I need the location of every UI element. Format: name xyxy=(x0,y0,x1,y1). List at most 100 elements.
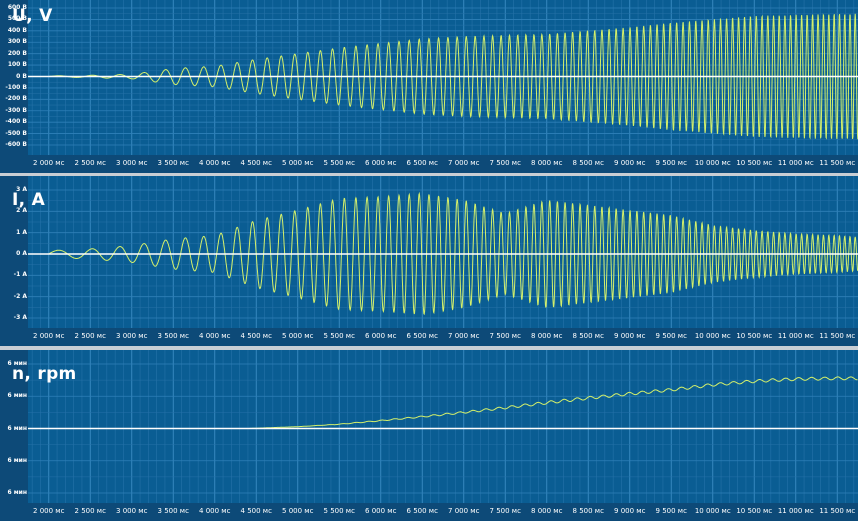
x-tick-label: 5 000 мс xyxy=(282,332,314,340)
x-tick-label: 6 500 мс xyxy=(406,332,438,340)
speed-plot-area xyxy=(28,350,858,503)
voltage-x-axis: 2 000 мс 2 500 мс 3 000 мс 3 500 мс 4 000 мс… xyxy=(0,155,858,173)
x-tick-label: 2 000 мс xyxy=(33,159,65,167)
x-tick-label: 7 500 мс xyxy=(489,332,521,340)
y-tick-label: -100 В xyxy=(5,83,27,91)
x-tick-label: 8 000 мс xyxy=(531,332,563,340)
x-tick-label: 9 500 мс xyxy=(655,332,687,340)
series-line xyxy=(48,191,858,316)
x-tick-label: 9 000 мс xyxy=(614,159,646,167)
y-tick-label: 0 В xyxy=(16,72,27,80)
x-tick-label: 7 500 мс xyxy=(489,159,521,167)
y-tick-label: -200 В xyxy=(5,95,27,103)
x-tick-label: 11 000 мс xyxy=(777,332,814,340)
y-tick-label: 6 мин xyxy=(7,392,27,400)
x-tick-label: 2 000 мс xyxy=(33,507,65,515)
x-tick-label: 3 000 мс xyxy=(116,507,148,515)
x-tick-label: 8 500 мс xyxy=(572,159,604,167)
grid-lines xyxy=(28,350,858,503)
y-tick-label: 3 A xyxy=(16,186,27,193)
series-line xyxy=(48,13,858,140)
x-tick-label: 5 000 мс xyxy=(282,507,314,515)
current-x-axis: 2 000 мс 2 500 мс 3 000 мс 3 500 мс 4 000 мс… xyxy=(0,328,858,346)
series-line xyxy=(48,376,858,429)
speed-panel: 6 мин 6 мин 6 мин 6 мин 6 мин n, rpm xyxy=(0,350,858,503)
x-tick-label: 10 000 мс xyxy=(694,332,731,340)
y-tick-label: -3 A xyxy=(13,314,27,321)
y-tick-label: 2 A xyxy=(16,207,27,215)
y-tick-label: 400 В xyxy=(7,26,27,34)
y-tick-label: 100 В xyxy=(7,61,27,69)
x-tick-label: 3 500 мс xyxy=(157,507,189,515)
x-tick-label: 11 000 мс xyxy=(777,507,814,515)
x-tick-label: 9 000 мс xyxy=(614,332,646,340)
y-tick-label: -500 В xyxy=(5,129,27,137)
x-tick-label: 3 500 мс xyxy=(157,159,189,167)
x-tick-label: 7 000 мс xyxy=(448,507,480,515)
x-tick-label: 10 000 мс xyxy=(694,507,731,515)
y-tick-label: -400 В xyxy=(5,118,27,126)
y-tick-label: 6 мин xyxy=(7,424,27,432)
x-tick-label: 5 500 мс xyxy=(323,159,355,167)
x-tick-label: 2 000 мс xyxy=(33,332,65,340)
x-tick-label: 2 500 мс xyxy=(74,159,106,167)
x-tick-label: 9 000 мс xyxy=(614,507,646,515)
x-tick-label: 5 500 мс xyxy=(323,332,355,340)
x-tick-label: 6 000 мс xyxy=(365,159,397,167)
voltage-panel: 600 В 500 В 400 В 300 В 200 В 100 В 0 В -100 В -… xyxy=(0,0,858,155)
x-tick-label: 11 500 мс xyxy=(819,332,856,340)
voltage-title: U, V xyxy=(12,6,53,26)
y-tick-label: 6 мин xyxy=(7,360,27,367)
speed-chart-svg xyxy=(28,350,858,503)
current-chart-svg xyxy=(28,176,858,328)
x-tick-label: 7 000 мс xyxy=(448,159,480,167)
x-tick-label: 8 000 мс xyxy=(531,159,563,167)
grid-lines xyxy=(28,176,858,328)
x-tick-label: 7 000 мс xyxy=(448,332,480,340)
x-tick-label: 10 500 мс xyxy=(736,159,773,167)
x-tick-label: 2 500 мс xyxy=(74,507,106,515)
voltage-chart-svg xyxy=(28,0,858,155)
speed-x-axis: 2 000 мс 2 500 мс 3 000 мс 3 500 мс 4 000 мс… xyxy=(0,503,858,521)
y-tick-label: 200 В xyxy=(7,49,27,57)
x-tick-label: 10 000 мс xyxy=(694,159,731,167)
speed-title: n, rpm xyxy=(12,364,77,384)
x-tick-label: 8 000 мс xyxy=(531,507,563,515)
y-tick-label: 300 В xyxy=(7,38,27,46)
x-tick-label: 7 500 мс xyxy=(489,507,521,515)
x-tick-label: 11 500 мс xyxy=(819,507,856,515)
y-tick-label: 6 мин xyxy=(7,489,27,496)
x-tick-label: 9 500 мс xyxy=(655,507,687,515)
y-tick-label: -300 В xyxy=(5,106,27,114)
x-tick-label: 11 500 мс xyxy=(819,159,856,167)
x-tick-label: 5 500 мс xyxy=(323,507,355,515)
x-tick-label: 6 500 мс xyxy=(406,159,438,167)
x-tick-label: 4 000 мс xyxy=(199,159,231,167)
y-tick-label: 1 A xyxy=(16,228,27,236)
x-tick-label: 9 500 мс xyxy=(655,159,687,167)
y-tick-label: 500 В xyxy=(7,15,27,23)
current-plot-area xyxy=(28,176,858,328)
x-tick-label: 4 500 мс xyxy=(240,159,272,167)
x-tick-label: 10 500 мс xyxy=(736,507,773,515)
x-tick-label: 8 500 мс xyxy=(572,332,604,340)
y-tick-label: -2 A xyxy=(13,292,27,300)
x-tick-label: 6 000 мс xyxy=(365,332,397,340)
y-tick-label: -600 В xyxy=(5,141,27,148)
grid-lines xyxy=(28,0,858,155)
x-tick-label: 6 000 мс xyxy=(365,507,397,515)
x-tick-label: 11 000 мс xyxy=(777,159,814,167)
y-tick-label: 600 В xyxy=(7,4,27,11)
current-title: I, A xyxy=(12,190,46,210)
y-tick-label: 0 A xyxy=(16,250,27,257)
x-tick-label: 10 500 мс xyxy=(736,332,773,340)
x-tick-label: 3 000 мс xyxy=(116,159,148,167)
y-tick-label: 6 мин xyxy=(7,456,27,464)
x-tick-label: 6 500 мс xyxy=(406,507,438,515)
x-tick-label: 8 500 мс xyxy=(572,507,604,515)
x-tick-label: 3 000 мс xyxy=(116,332,148,340)
current-panel: 3 A 2 A 1 A 0 A -1 A -2 A -3 A I, A xyxy=(0,176,858,328)
x-tick-label: 4 500 мс xyxy=(240,507,272,515)
x-tick-label: 4 000 мс xyxy=(199,507,231,515)
x-tick-label: 4 000 мс xyxy=(199,332,231,340)
